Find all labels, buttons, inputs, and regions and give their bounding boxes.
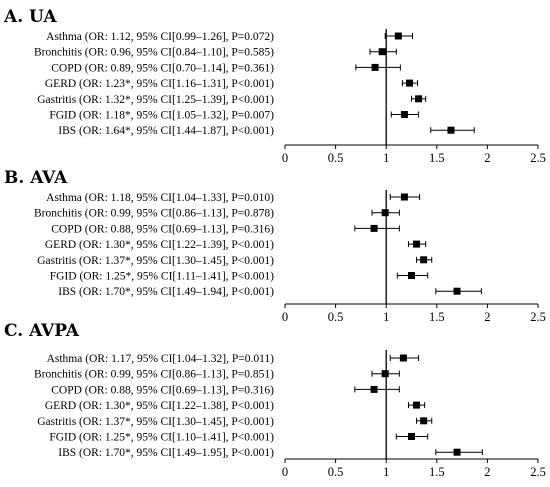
row-label: Gastritis (OR: 1.37*, 95% CI[1.30–1.45],… (37, 255, 274, 267)
row-label: GERD (OR: 1.30*, 95% CI[1.22–1.38], P<0.… (45, 400, 274, 412)
forest-panel-2: B. AVA 0 0.5 1 1.5 2 2.5 Asthma (OR: 1.18, 95% … (4, 168, 546, 324)
forest-panel-1: A. UA 0 0.5 1 1.5 2 2.5 Asthma (OR: 1.12, 95% C… (3, 7, 546, 165)
or-point-marker (400, 193, 408, 201)
or-point-marker (408, 272, 415, 279)
row-label: COPD (OR: 0.88, 95% CI[0.69–1.13], P=0.3… (51, 384, 274, 396)
x-tick-label: 0 (282, 151, 288, 165)
or-point-marker (453, 448, 461, 456)
or-point-marker (413, 240, 421, 248)
row-label: Bronchitis (OR: 0.96, 95% CI[0.84–1.10],… (34, 47, 274, 59)
x-tick-label: 1 (383, 151, 389, 165)
x-tick-label: 0.5 (328, 151, 344, 165)
x-tick-label: 2 (484, 310, 490, 324)
forest-panel-3: C. AVPA 0 0.5 1 1.5 2 2.5 Asthma (OR: 1.17, 95%… (4, 321, 546, 479)
x-tick-label: 1.5 (429, 151, 445, 165)
or-point-marker (408, 433, 415, 440)
x-tick-label: 2 (484, 465, 490, 479)
row-label: Bronchitis (OR: 0.99, 95% CI[0.86–1.13],… (34, 369, 274, 381)
row-label: Asthma (OR: 1.18, 95% CI[1.04–1.33], P=0… (46, 192, 274, 204)
x-tick-label: 2.5 (530, 151, 546, 165)
x-tick-label: 2 (484, 151, 490, 165)
x-tick-label: 0 (282, 310, 288, 324)
row-label: IBS (OR: 1.64*, 95% CI[1.44–1.87], P<0.0… (58, 125, 274, 137)
or-point-marker (413, 401, 421, 409)
row-label: FGID (OR: 1.25*, 95% CI[1.11–1.41], P<0.… (50, 271, 274, 283)
or-point-marker (420, 417, 428, 425)
row-label: Gastritis (OR: 1.37*, 95% CI[1.30–1.45],… (37, 416, 274, 428)
or-point-marker (447, 126, 455, 134)
panel-title: C. AVPA (4, 321, 80, 341)
x-tick-label: 1 (383, 310, 389, 324)
row-label: GERD (OR: 1.30*, 95% CI[1.22–1.39], P<0.… (45, 239, 274, 251)
panel-title: B. AVA (4, 168, 68, 188)
row-label: IBS (OR: 1.70*, 95% CI[1.49–1.94], P<0.0… (58, 286, 274, 298)
panel-title: A. UA (3, 7, 57, 27)
row-label: FGID (OR: 1.25*, 95% CI[1.10–1.41], P<0.… (49, 432, 274, 444)
x-tick-label: 2.5 (530, 310, 546, 324)
x-tick-label: 0.5 (328, 310, 344, 324)
or-point-marker (381, 370, 389, 378)
row-label: GERD (OR: 1.23*, 95% CI[1.16–1.31], P<0.… (45, 78, 274, 90)
or-point-marker (415, 95, 423, 103)
row-label: Bronchitis (OR: 0.99, 95% CI[0.86–1.13],… (34, 208, 274, 220)
row-label: Gastritis (OR: 1.32*, 95% CI[1.25–1.39],… (37, 94, 274, 106)
x-tick-label: 0 (282, 465, 288, 479)
row-label: COPD (OR: 0.88, 95% CI[0.69–1.13], P=0.3… (51, 223, 274, 235)
x-tick-label: 1 (383, 465, 389, 479)
or-point-marker (370, 224, 378, 232)
x-tick-label: 1.5 (429, 465, 445, 479)
row-label: FGID (OR: 1.18*, 95% CI[1.05–1.32], P=0.… (49, 110, 274, 122)
or-point-marker (378, 48, 386, 56)
x-tick-label: 1.5 (429, 310, 445, 324)
or-point-marker (381, 209, 389, 217)
or-point-marker (400, 111, 408, 118)
row-label: IBS (OR: 1.70*, 95% CI[1.49–1.95], P<0.0… (58, 447, 274, 459)
x-tick-label: 2.5 (530, 465, 546, 479)
or-point-marker (405, 79, 413, 87)
row-label: Asthma (OR: 1.17, 95% CI[1.04–1.32], P=0… (47, 353, 275, 365)
or-point-marker (420, 256, 428, 264)
row-label: Asthma (OR: 1.12, 95% CI[0.99–1.26], P=0… (46, 31, 274, 43)
or-point-marker (370, 385, 378, 393)
or-point-marker (394, 32, 402, 40)
or-point-marker (453, 287, 461, 295)
or-point-marker (399, 354, 407, 362)
x-tick-label: 0.5 (328, 465, 344, 479)
or-point-marker (371, 63, 379, 71)
row-label: COPD (OR: 0.89, 95% CI[0.70–1.14], P=0.3… (51, 62, 274, 74)
